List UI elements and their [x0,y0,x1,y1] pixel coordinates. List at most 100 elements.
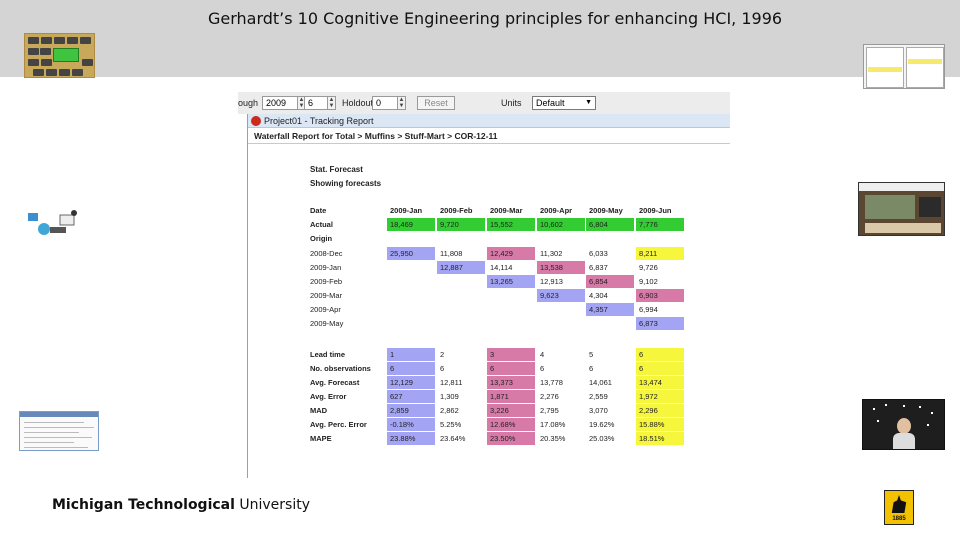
row-label: Actual [310,220,333,229]
table-cell: 14,114 [490,263,513,272]
table-cell: 6 [636,348,684,361]
table-cell: 6 [589,364,594,373]
table-cell: 2009-May [589,206,623,215]
table-cell: 13,373 [487,376,535,389]
website-thumbnail [858,182,945,236]
table-cell: 2,795 [540,406,559,415]
title-band [0,0,960,77]
table-cell: 12,811 [440,378,463,387]
table-cell: 25.03% [589,434,615,443]
row-label: Date [310,206,327,215]
through-label: ough [238,98,259,108]
table-cell: 6,994 [639,305,658,314]
toolbar: ough 2009 ▲ ▼ 6 ▲ ▼ Holdout 0 ▲ ▼ Reset Uni… [238,92,730,114]
table-cell: 15.88% [636,418,684,431]
reset-button[interactable]: Reset [417,96,455,110]
row-label: 2009-Mar [310,291,343,300]
breadcrumb: Waterfall Report for Total > Muffins > S… [254,131,498,141]
table-cell: 6 [540,364,545,373]
table-cell: 1,309 [440,392,459,401]
table-cell: 12,429 [487,247,535,260]
row-label: Origin [310,234,333,243]
table-cell: 6,033 [589,249,608,258]
table-cell: 17.08% [540,420,566,429]
table-cell: 9,623 [537,289,585,302]
keyboard-thumbnail [24,33,95,78]
thinking-person-thumbnail [862,399,945,450]
document-thumbnail [19,411,99,451]
app-icon [251,116,261,126]
table-cell: 6 [636,362,684,375]
table-cell: 13,474 [636,376,684,389]
through-period-field[interactable]: 6 [304,96,328,110]
table-cell: 12,913 [540,277,563,286]
units-dropdown[interactable]: Default ▼ [532,96,596,110]
holdout-spinner[interactable]: ▲ ▼ [397,96,406,110]
table-cell: 4 [540,350,545,359]
stat-forecast-label: Stat. Forecast [310,165,363,174]
husky-logo: 1885 [884,490,914,525]
row-label: Avg. Error [310,392,347,401]
row-label: MAPE [310,434,332,443]
table-cell: 13,538 [537,261,585,274]
divider [248,143,730,144]
period-spinner[interactable]: ▲ ▼ [327,96,336,110]
row-label: 2009-May [310,319,344,328]
table-cell: 3 [487,348,535,361]
app-screenshot: ough 2009 ▲ ▼ 6 ▲ ▼ Holdout 0 ▲ ▼ Reset Uni… [238,92,730,478]
table-cell: 2 [440,350,445,359]
table-cell: 1,871 [487,390,535,403]
table-cell: 23.88% [387,432,435,445]
table-cell: 3,226 [487,404,535,417]
through-year-field[interactable]: 2009 [262,96,298,110]
table-cell: 14,061 [589,378,612,387]
table-cell: 6 [487,362,535,375]
row-label: MAD [310,406,328,415]
holdout-field[interactable]: 0 [372,96,398,110]
table-cell: 2009-Feb [440,206,473,215]
showing-forecasts-label: Showing forecasts [310,179,382,188]
tracking-report-window: Project01 - Tracking Report Waterfall Re… [247,114,730,478]
table-cell: 6,854 [586,275,634,288]
table-cell: 13,265 [487,275,535,288]
table-cell: 2009-Jan [390,206,423,215]
row-label: 2009-Apr [310,305,341,314]
table-cell: 6 [440,364,445,373]
table-cell: 2,276 [540,392,559,401]
row-label: 2009-Feb [310,277,343,286]
table-cell: 23.64% [440,434,466,443]
table-cell: 13,778 [540,378,563,387]
table-cell: 2,559 [589,392,608,401]
table-cell: 18,469 [387,218,435,231]
table-cell: 12.68% [487,418,535,431]
clipart-people-thumbnail [28,210,77,235]
table-cell: 2,862 [440,406,459,415]
table-cell: 7,776 [636,218,684,231]
row-label: 2009-Jan [310,263,342,272]
table-cell: 627 [387,390,435,403]
table-cell: 1,972 [636,390,684,403]
window-title-bar: Project01 - Tracking Report [248,114,730,128]
table-cell: 2,859 [387,404,435,417]
table-cell: 1 [387,348,435,361]
university-logo-text: Michigan Technological University [52,497,311,513]
table-cell: 9,726 [639,263,658,272]
table-cell: 12,129 [387,376,435,389]
row-label: Lead time [310,350,346,359]
table-cell: 15,552 [487,218,535,231]
units-label: Units [501,98,522,108]
table-cell: 6,903 [636,289,684,302]
table-cell: 8,211 [636,247,684,260]
table-cell: 11,302 [540,249,563,258]
table-cell: 11,808 [440,249,463,258]
table-cell: 3,070 [589,406,608,415]
row-label: 2008-Dec [310,249,343,258]
holdout-label: Holdout [342,98,374,108]
table-cell: 5.25% [440,420,462,429]
table-cell: 6,837 [589,263,608,272]
table-cell: 25,950 [387,247,435,260]
table-cell: 9,102 [639,277,658,286]
table-cell: -0.18% [387,418,435,431]
row-label: No. observations [310,364,371,373]
slide-title: Gerhardt’s 10 Cognitive Engineering prin… [207,9,783,28]
